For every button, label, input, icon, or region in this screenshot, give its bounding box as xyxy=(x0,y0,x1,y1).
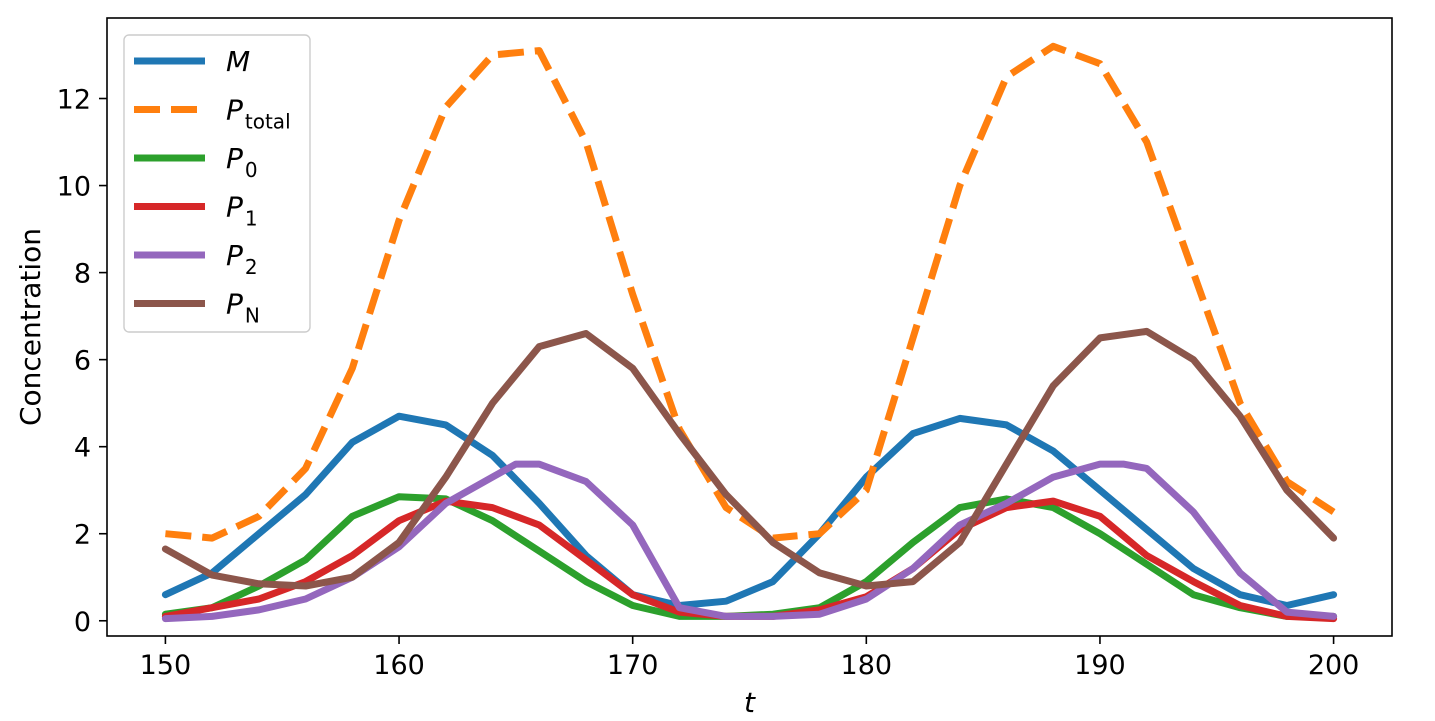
y-tick-label: 10 xyxy=(57,172,91,203)
y-tick-label: 0 xyxy=(74,607,91,638)
legend-label-main: P xyxy=(226,288,243,321)
legend-label-subscript: 2 xyxy=(245,255,258,279)
x-tick-label: 190 xyxy=(1074,650,1126,681)
legend-label-main: P xyxy=(226,191,243,224)
legend-label-main: M xyxy=(226,45,250,78)
legend-box xyxy=(123,34,311,333)
x-axis-label: t xyxy=(744,686,756,719)
x-axis: 150 160 170 180 190 200 xyxy=(140,636,1360,681)
series-line-5 xyxy=(161,327,1338,590)
x-tick-label: 170 xyxy=(607,650,659,681)
y-tick-label: 2 xyxy=(74,520,91,551)
legend-label-subscript: N xyxy=(245,304,260,328)
legend-label-subscript: 1 xyxy=(245,207,258,231)
y-axis-label: Concentration xyxy=(14,228,47,426)
x-tick-label: 200 xyxy=(1308,650,1360,681)
y-axis: 0 2 4 6 8 10 12 xyxy=(57,85,107,638)
x-tick-label: 150 xyxy=(140,650,192,681)
legend-label-0: M xyxy=(226,45,250,78)
legend-label-subscript: 0 xyxy=(245,158,258,182)
plot-frame xyxy=(106,17,1393,637)
y-tick-label: 12 xyxy=(57,85,91,116)
legend-label-main: P xyxy=(226,142,243,175)
legend-label-subscript: total xyxy=(245,110,291,134)
y-tick-label: 4 xyxy=(74,433,91,464)
y-tick-label: 6 xyxy=(74,346,91,377)
x-tick-label: 160 xyxy=(373,650,425,681)
y-tick-label: 8 xyxy=(74,259,91,290)
x-tick-label: 180 xyxy=(841,650,893,681)
legend-label-main: P xyxy=(226,94,243,127)
series-layer xyxy=(161,42,1338,623)
series-line-0 xyxy=(161,412,1338,609)
legend-label-main: P xyxy=(226,239,243,272)
